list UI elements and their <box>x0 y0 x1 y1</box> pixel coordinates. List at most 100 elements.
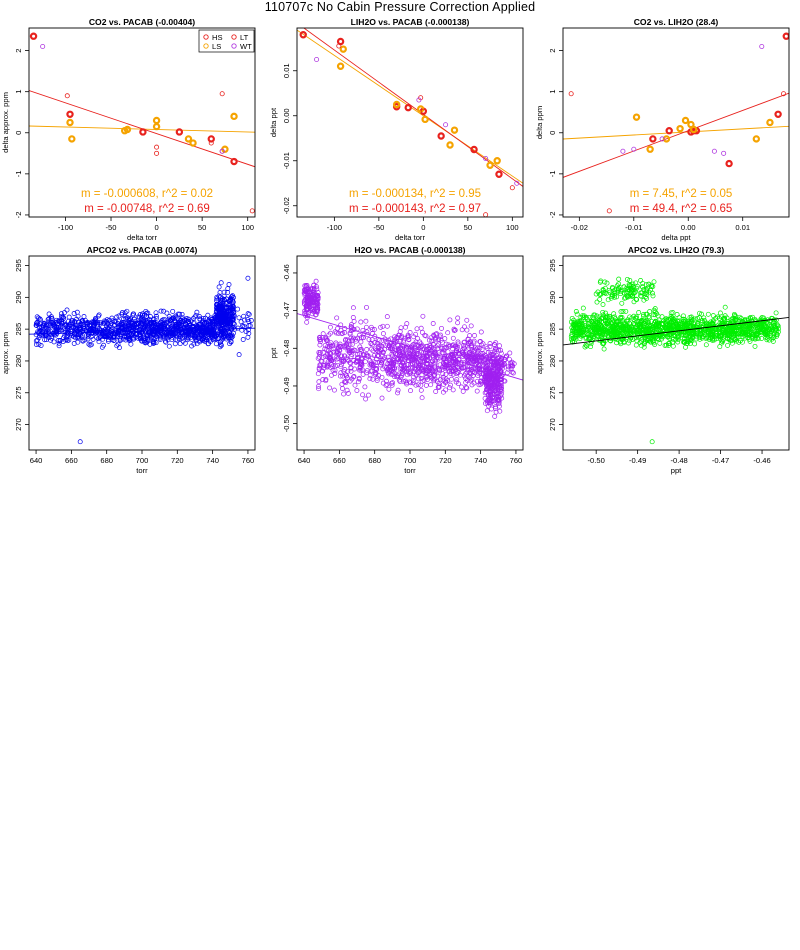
data-point <box>350 315 356 320</box>
data-point <box>720 337 726 343</box>
data-point <box>664 323 670 329</box>
data-point <box>651 312 657 318</box>
data-point <box>412 341 418 347</box>
data-point <box>448 382 453 388</box>
data-point <box>135 335 141 341</box>
data-point <box>457 372 463 378</box>
data-point <box>672 333 678 339</box>
data-point <box>389 360 395 366</box>
data-point <box>759 315 765 320</box>
data-point <box>482 379 488 385</box>
data-point <box>702 329 708 335</box>
data-point <box>456 352 462 358</box>
data-point <box>615 289 621 295</box>
data-point <box>662 316 668 322</box>
data-point <box>703 342 709 348</box>
data-point <box>370 376 376 382</box>
data-point <box>102 334 108 340</box>
data-point <box>46 311 52 317</box>
data-point <box>510 370 516 376</box>
data-point <box>403 378 409 384</box>
data-point <box>85 336 91 342</box>
data-point <box>379 360 385 366</box>
data-point <box>464 369 470 375</box>
point-LS <box>752 135 761 143</box>
data-point <box>588 344 594 350</box>
data-point <box>315 302 320 308</box>
data-point <box>374 378 380 383</box>
data-point <box>395 390 401 396</box>
data-point <box>447 385 453 391</box>
data-point <box>235 306 241 312</box>
plot-frame <box>562 255 790 451</box>
data-point <box>245 334 251 340</box>
point-HS <box>66 110 74 118</box>
data-point <box>404 321 410 327</box>
data-point <box>601 328 607 334</box>
data-point <box>220 322 226 328</box>
point-WT <box>631 146 637 152</box>
fit-annotation: m = -0.000134, r^2 = 0.95 <box>349 188 481 200</box>
data-point <box>662 343 668 348</box>
data-point <box>116 330 122 336</box>
data-point <box>484 408 490 414</box>
data-point <box>227 341 233 347</box>
x-axis-label: ppt <box>671 466 682 475</box>
data-point <box>72 332 77 338</box>
data-point <box>406 334 411 340</box>
data-point <box>334 315 340 321</box>
data-point <box>433 358 439 364</box>
data-point <box>734 338 739 344</box>
x-tick-label: 740 <box>206 456 219 465</box>
data-point <box>245 317 251 323</box>
data-point <box>474 378 480 384</box>
data-point <box>88 342 94 348</box>
data-point <box>741 328 747 333</box>
x-axis-label: delta torr <box>127 233 157 242</box>
data-point <box>644 295 649 301</box>
data-point <box>650 293 656 299</box>
data-point <box>428 359 434 365</box>
data-point <box>334 350 340 356</box>
data-point <box>469 367 475 373</box>
data-point <box>33 338 39 344</box>
data-point <box>447 317 453 323</box>
plot-frame <box>28 255 256 451</box>
data-point <box>345 345 351 351</box>
data-point <box>725 342 731 348</box>
data-point <box>187 323 193 329</box>
data-point <box>432 372 438 378</box>
data-point <box>390 371 396 377</box>
data-point <box>500 371 506 377</box>
data-point <box>110 318 116 324</box>
data-point <box>468 378 474 384</box>
data-point <box>144 324 150 330</box>
data-point <box>338 364 344 370</box>
x-tick-label: -0.48 <box>670 456 687 465</box>
outlier-point <box>236 352 242 358</box>
data-point <box>59 314 65 320</box>
data-point <box>597 297 603 302</box>
data-point <box>361 352 367 358</box>
data-point <box>603 310 609 316</box>
data-point <box>619 300 625 306</box>
data-point <box>435 384 441 390</box>
data-point <box>371 327 377 332</box>
data-point <box>419 378 425 384</box>
data-point <box>339 381 345 387</box>
data-point <box>577 322 583 328</box>
data-point <box>398 335 404 340</box>
data-point <box>157 335 163 341</box>
data-point <box>430 341 436 347</box>
data-point <box>747 338 753 344</box>
data-point <box>420 313 426 319</box>
data-point <box>498 377 504 383</box>
panel-title: LIH2O vs. PACAB (-0.000138) <box>351 17 470 27</box>
data-point <box>322 342 328 348</box>
data-point <box>728 332 734 338</box>
data-point <box>638 290 644 296</box>
legend-label: WT <box>240 42 252 51</box>
data-point <box>649 330 655 336</box>
data-point <box>106 332 112 338</box>
data-point <box>644 292 650 298</box>
